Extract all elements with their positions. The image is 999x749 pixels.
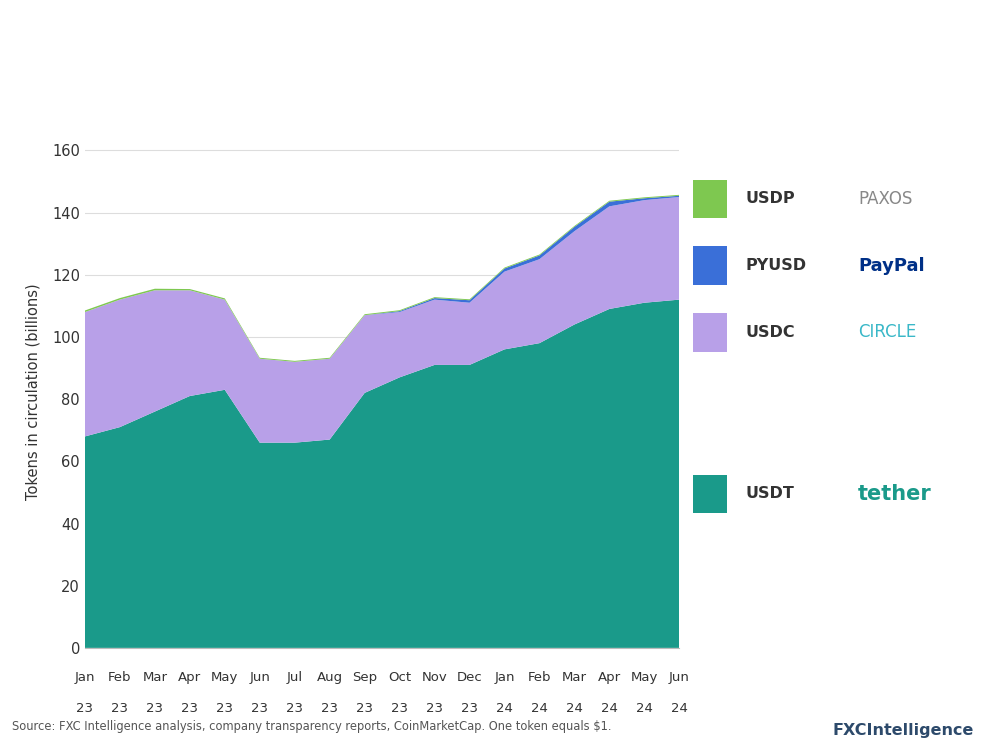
Text: Jan: Jan	[495, 671, 514, 684]
Text: 24: 24	[566, 702, 582, 715]
Text: 23: 23	[286, 702, 304, 715]
Text: 24: 24	[497, 702, 512, 715]
Text: 24: 24	[531, 702, 547, 715]
Text: Feb: Feb	[527, 671, 551, 684]
Text: 23: 23	[321, 702, 339, 715]
Text: PAXOS: PAXOS	[858, 190, 912, 208]
Text: 23: 23	[216, 702, 234, 715]
Text: Aug: Aug	[317, 671, 343, 684]
Text: Jul: Jul	[287, 671, 303, 684]
FancyBboxPatch shape	[693, 475, 727, 513]
Text: Mar: Mar	[561, 671, 587, 684]
Text: Jun: Jun	[250, 671, 270, 684]
Text: Jan: Jan	[75, 671, 95, 684]
Text: Ripple poised to enter competitive stablecoin market: Ripple poised to enter competitive stabl…	[13, 22, 725, 47]
Text: CIRCLE: CIRCLE	[858, 324, 916, 342]
Text: 23: 23	[111, 702, 129, 715]
Text: Feb: Feb	[108, 671, 132, 684]
Text: FXCIntelligence: FXCIntelligence	[832, 723, 974, 738]
Text: 23: 23	[181, 702, 199, 715]
Text: Apr: Apr	[597, 671, 621, 684]
Text: 23: 23	[426, 702, 444, 715]
Text: 24: 24	[671, 702, 687, 715]
Y-axis label: Tokens in circulation (billions): Tokens in circulation (billions)	[26, 283, 41, 500]
Text: 24: 24	[636, 702, 652, 715]
Text: May: May	[211, 671, 239, 684]
FancyBboxPatch shape	[693, 246, 727, 285]
Text: USDP: USDP	[745, 192, 795, 207]
Text: Nov: Nov	[422, 671, 448, 684]
Text: Apr: Apr	[178, 671, 202, 684]
Text: 23: 23	[391, 702, 409, 715]
FancyBboxPatch shape	[693, 313, 727, 351]
Text: 23: 23	[251, 702, 269, 715]
Text: PayPal: PayPal	[858, 257, 925, 275]
Text: Sep: Sep	[352, 671, 378, 684]
Text: USDC: USDC	[745, 325, 795, 340]
Text: Oct: Oct	[388, 671, 412, 684]
Text: 23: 23	[356, 702, 374, 715]
Text: 23: 23	[461, 702, 479, 715]
Text: May: May	[630, 671, 658, 684]
Text: USDT: USDT	[745, 486, 794, 502]
Text: tether: tether	[858, 484, 932, 504]
Text: PYUSD: PYUSD	[745, 258, 806, 273]
Text: 24: 24	[601, 702, 617, 715]
Text: 23: 23	[146, 702, 164, 715]
Text: 23: 23	[76, 702, 94, 715]
Text: Source: FXC Intelligence analysis, company transparency reports, CoinMarketCap. : Source: FXC Intelligence analysis, compa…	[12, 720, 611, 733]
Text: Jun: Jun	[669, 671, 689, 684]
Text: Monthly token circulation of leading US dollar-pegged stablecoins: Monthly token circulation of leading US …	[13, 79, 540, 94]
FancyBboxPatch shape	[693, 180, 727, 218]
Text: Dec: Dec	[457, 671, 483, 684]
Text: Mar: Mar	[142, 671, 168, 684]
